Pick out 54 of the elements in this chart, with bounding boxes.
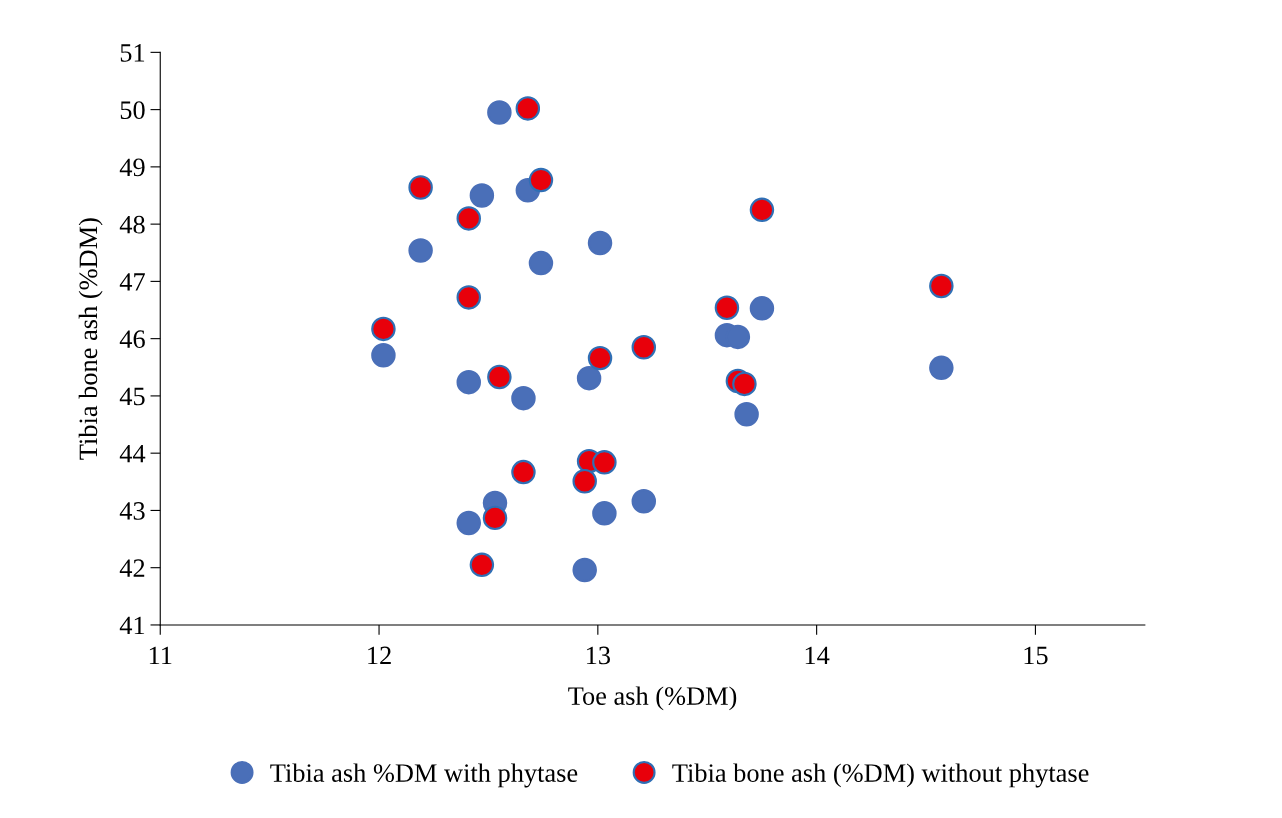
x-tick-label: 12	[368, 646, 391, 665]
point	[482, 505, 508, 531]
x-tick-label: 13	[586, 646, 610, 665]
x-tick-label: 15	[1024, 646, 1048, 665]
point	[929, 355, 954, 381]
point	[511, 459, 536, 485]
point	[572, 557, 597, 583]
point	[631, 335, 657, 360]
y-tick-label: 47	[119, 273, 145, 291]
point	[487, 100, 512, 125]
y-tick-label: 49	[119, 158, 145, 177]
x-axis-title: Toe ash (%DM)	[568, 686, 737, 711]
legend-label: Tibia bone ash (%DM) without phytase	[672, 763, 1089, 788]
y-tick-label: 44	[119, 444, 146, 463]
point	[371, 343, 396, 368]
y-tick-label: 42	[119, 559, 145, 577]
y-axis-title: Tibia bone ash (%DM)	[78, 218, 103, 460]
point	[587, 230, 613, 256]
point	[749, 296, 775, 321]
point	[732, 371, 757, 397]
point	[469, 183, 495, 208]
y-tick-label: 51	[120, 44, 145, 62]
point	[592, 450, 617, 475]
point	[511, 385, 536, 411]
y-tick-label: 46	[119, 330, 145, 349]
point	[456, 510, 481, 536]
point	[734, 402, 759, 427]
y-tick-label: 43	[119, 502, 145, 520]
point	[456, 285, 481, 310]
y-tick-label: 41	[119, 616, 145, 635]
point	[371, 316, 396, 342]
point	[572, 468, 597, 494]
point	[456, 369, 481, 395]
point	[408, 175, 433, 200]
point	[576, 365, 602, 391]
y-tick-label: 45	[119, 387, 145, 406]
point	[528, 250, 554, 276]
x-tick-label: 11	[149, 646, 172, 665]
point	[929, 273, 954, 299]
point	[487, 364, 512, 390]
point	[587, 345, 613, 371]
point	[714, 295, 740, 320]
y-tick-label: 50	[120, 101, 145, 120]
y-tick-label: 48	[119, 215, 145, 234]
point	[408, 238, 433, 263]
point	[456, 206, 481, 231]
legend-label: Tibia ash %DM with phytase	[270, 763, 578, 788]
x-tick-label: 14	[805, 646, 830, 665]
point	[592, 501, 617, 526]
point	[528, 167, 554, 193]
point	[469, 552, 495, 578]
point	[749, 197, 775, 223]
point	[631, 489, 657, 514]
point	[515, 96, 541, 121]
